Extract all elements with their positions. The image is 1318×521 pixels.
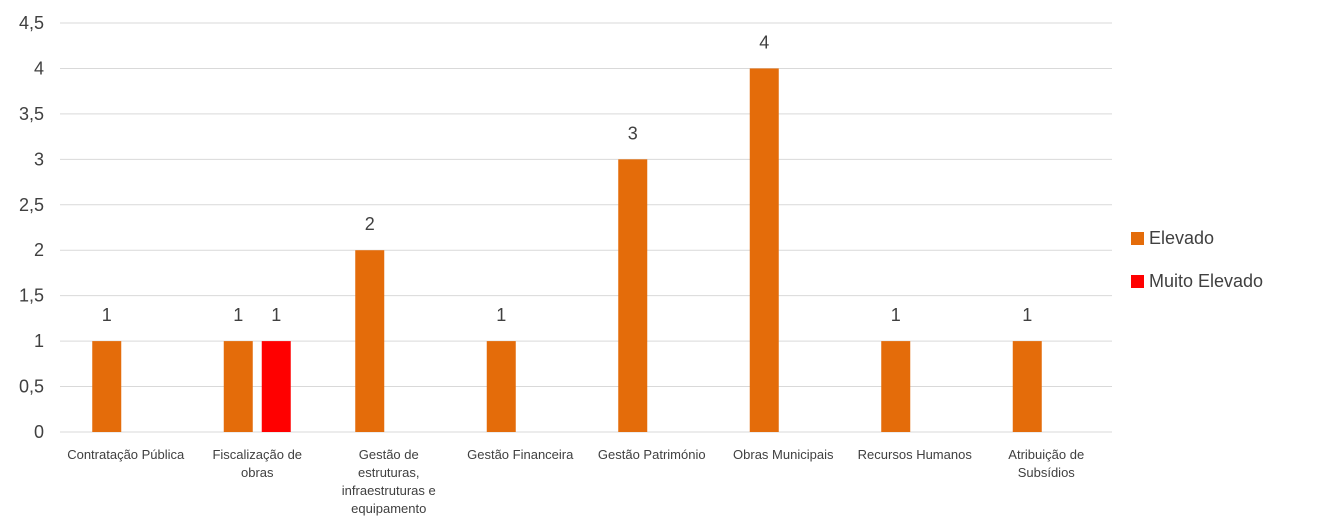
bar <box>92 341 122 432</box>
bar <box>749 68 779 432</box>
y-tick-label: 0,5 <box>19 377 44 397</box>
bar <box>1012 341 1042 432</box>
data-label: 1 <box>496 305 506 325</box>
legend-swatch <box>1131 232 1144 245</box>
y-tick-label: 1,5 <box>19 286 44 306</box>
data-label: 1 <box>271 305 281 325</box>
y-tick-label: 1 <box>34 331 44 351</box>
gridlines <box>60 22 1112 433</box>
data-label: 1 <box>1022 305 1032 325</box>
y-tick-label: 4,5 <box>19 13 44 33</box>
bar <box>223 341 253 432</box>
x-tick-label: Fiscalização de obras <box>212 447 302 480</box>
bar <box>618 159 648 433</box>
x-tick-label: Gestão Financeira <box>467 447 574 462</box>
legend: Elevado Muito Elevado <box>1131 228 1263 291</box>
bars <box>92 68 1042 433</box>
data-label: 4 <box>759 32 769 52</box>
x-tick-label: Atribuição de Subsídios <box>1008 447 1084 480</box>
bar <box>261 341 291 432</box>
data-label: 3 <box>628 123 638 143</box>
bar <box>355 250 385 432</box>
x-tick-label: Recursos Humanos <box>858 447 973 462</box>
data-label: 1 <box>102 305 112 325</box>
bar <box>486 341 516 432</box>
data-labels: 1 1 1 2 1 3 4 1 1 <box>102 32 1033 325</box>
legend-swatch <box>1131 275 1144 288</box>
bar <box>881 341 911 432</box>
y-tick-label: 3 <box>34 149 44 169</box>
data-label: 1 <box>233 305 243 325</box>
data-label: 1 <box>891 305 901 325</box>
y-tick-label: 2,5 <box>19 195 44 215</box>
y-tick-label: 2 <box>34 240 44 260</box>
x-tick-label: Obras Municipais <box>733 447 834 462</box>
y-axis-ticks: 0 0,5 1 1,5 2 2,5 3 3,5 4 4,5 <box>19 13 44 442</box>
x-tick-label: Gestão Património <box>598 447 706 462</box>
y-tick-label: 4 <box>34 58 44 78</box>
x-axis-ticks: Contratação Pública Fiscalização de obras G… <box>67 447 1084 516</box>
legend-label: Muito Elevado <box>1149 271 1263 291</box>
y-tick-label: 3,5 <box>19 104 44 124</box>
data-label: 2 <box>365 214 375 234</box>
y-tick-label: 0 <box>34 422 44 442</box>
legend-label: Elevado <box>1149 228 1214 248</box>
x-tick-label: Gestão de estruturas, infraestruturas e equ… <box>342 447 436 516</box>
x-tick-label: Contratação Pública <box>67 447 185 462</box>
